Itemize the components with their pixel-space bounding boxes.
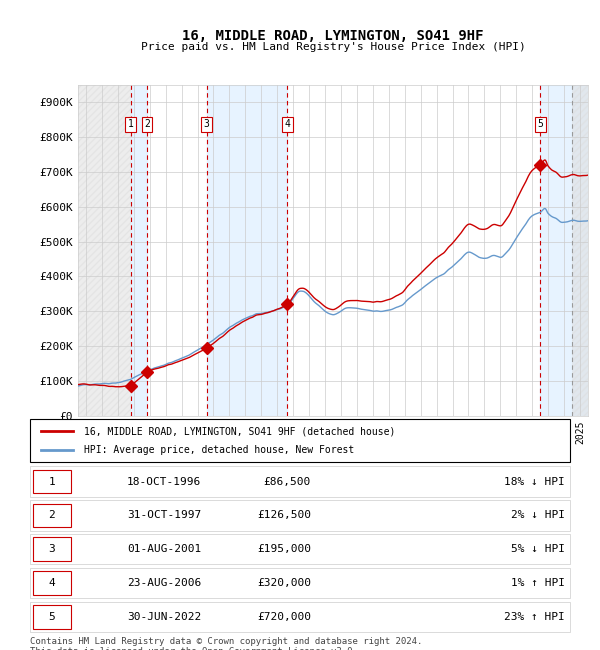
Bar xyxy=(540,84,588,416)
Text: 30-JUN-2022: 30-JUN-2022 xyxy=(127,612,202,622)
HPI: Average price, detached house, New Forest: (2.02e+03, 5.95e+05): Average price, detached house, New Fores… xyxy=(541,205,548,213)
Text: £86,500: £86,500 xyxy=(263,476,311,487)
Line: HPI: Average price, detached house, New Forest: HPI: Average price, detached house, New … xyxy=(78,209,588,386)
Text: £720,000: £720,000 xyxy=(257,612,311,622)
FancyBboxPatch shape xyxy=(30,534,570,564)
Text: 3: 3 xyxy=(204,120,210,129)
HPI: Average price, detached house, New Forest: (2.03e+03, 5.6e+05): Average price, detached house, New Fores… xyxy=(584,217,592,225)
HPI: Average price, detached house, New Forest: (2.01e+03, 3.46e+05): Average price, detached house, New Fores… xyxy=(305,291,313,299)
FancyBboxPatch shape xyxy=(33,470,71,493)
Text: 2% ↓ HPI: 2% ↓ HPI xyxy=(511,510,565,521)
Text: 5% ↓ HPI: 5% ↓ HPI xyxy=(511,544,565,554)
FancyBboxPatch shape xyxy=(33,504,71,527)
16, MIDDLE ROAD, LYMINGTON, SO41 9HF (detached house) xyxy=(166,361,173,369)
FancyBboxPatch shape xyxy=(33,538,71,561)
HPI: Average price, detached house, New Forest: (2.01e+03, 3.58e+05): Average price, detached house, New Fores… xyxy=(415,287,422,295)
Text: £126,500: £126,500 xyxy=(257,510,311,521)
Text: 4: 4 xyxy=(48,578,55,588)
Text: Contains HM Land Registry data © Crown copyright and database right 2024.
This d: Contains HM Land Registry data © Crown c… xyxy=(30,637,422,650)
16, MIDDLE ROAD, LYMINGTON, SO41 9HF (detached house) xyxy=(584,171,592,179)
16, MIDDLE ROAD, LYMINGTON, SO41 9HF (detached house) xyxy=(206,342,214,350)
Text: 5: 5 xyxy=(537,120,543,129)
Bar xyxy=(131,84,147,416)
Text: 23-AUG-2006: 23-AUG-2006 xyxy=(127,578,202,588)
16, MIDDLE ROAD, LYMINGTON, SO41 9HF (detached house) xyxy=(541,156,548,164)
Text: 16, MIDDLE ROAD, LYMINGTON, SO41 9HF: 16, MIDDLE ROAD, LYMINGTON, SO41 9HF xyxy=(182,29,484,44)
Text: 1: 1 xyxy=(128,120,134,129)
FancyBboxPatch shape xyxy=(33,571,71,595)
Bar xyxy=(572,84,588,416)
Text: 01-AUG-2001: 01-AUG-2001 xyxy=(127,544,202,554)
Text: £195,000: £195,000 xyxy=(257,544,311,554)
FancyBboxPatch shape xyxy=(30,467,570,497)
Line: 16, MIDDLE ROAD, LYMINGTON, SO41 9HF (detached house): 16, MIDDLE ROAD, LYMINGTON, SO41 9HF (de… xyxy=(78,160,588,387)
Text: 1: 1 xyxy=(48,476,55,487)
16, MIDDLE ROAD, LYMINGTON, SO41 9HF (detached house) xyxy=(459,226,466,234)
16, MIDDLE ROAD, LYMINGTON, SO41 9HF (detached house) xyxy=(306,289,313,296)
Text: 1% ↑ HPI: 1% ↑ HPI xyxy=(511,578,565,588)
FancyBboxPatch shape xyxy=(30,568,570,598)
HPI: Average price, detached house, New Forest: (2.01e+03, 3.01e+05): Average price, detached house, New Fores… xyxy=(375,307,382,315)
Text: 2: 2 xyxy=(144,120,150,129)
Text: HPI: Average price, detached house, New Forest: HPI: Average price, detached house, New … xyxy=(84,445,354,454)
Text: 5: 5 xyxy=(48,612,55,622)
Text: 23% ↑ HPI: 23% ↑ HPI xyxy=(504,612,565,622)
Text: 31-OCT-1997: 31-OCT-1997 xyxy=(127,510,202,521)
16, MIDDLE ROAD, LYMINGTON, SO41 9HF (detached house) xyxy=(113,383,120,391)
HPI: Average price, detached house, New Forest: (2e+03, 1.51e+05): Average price, detached house, New Fores… xyxy=(164,359,172,367)
FancyBboxPatch shape xyxy=(33,605,71,629)
FancyBboxPatch shape xyxy=(30,419,570,461)
Text: 3: 3 xyxy=(48,544,55,554)
HPI: Average price, detached house, New Forest: (1.99e+03, 8.58e+04): Average price, detached house, New Fores… xyxy=(74,382,82,390)
HPI: Average price, detached house, New Forest: (2e+03, 2.1e+05): Average price, detached house, New Fores… xyxy=(206,339,213,347)
Text: £320,000: £320,000 xyxy=(257,578,311,588)
Bar xyxy=(207,84,287,416)
Text: Price paid vs. HM Land Registry's House Price Index (HPI): Price paid vs. HM Land Registry's House … xyxy=(140,42,526,52)
FancyBboxPatch shape xyxy=(30,602,570,632)
Text: 18-OCT-1996: 18-OCT-1996 xyxy=(127,476,202,487)
16, MIDDLE ROAD, LYMINGTON, SO41 9HF (detached house) xyxy=(416,270,423,278)
Text: 16, MIDDLE ROAD, LYMINGTON, SO41 9HF (detached house): 16, MIDDLE ROAD, LYMINGTON, SO41 9HF (de… xyxy=(84,426,395,436)
16, MIDDLE ROAD, LYMINGTON, SO41 9HF (detached house) xyxy=(74,381,82,389)
FancyBboxPatch shape xyxy=(30,500,570,530)
Text: 18% ↓ HPI: 18% ↓ HPI xyxy=(504,476,565,487)
HPI: Average price, detached house, New Forest: (2.02e+03, 4.54e+05): Average price, detached house, New Fores… xyxy=(458,254,466,261)
Text: 4: 4 xyxy=(284,120,290,129)
Text: 2: 2 xyxy=(48,510,55,521)
Bar xyxy=(78,84,131,416)
16, MIDDLE ROAD, LYMINGTON, SO41 9HF (detached house) xyxy=(376,298,383,305)
